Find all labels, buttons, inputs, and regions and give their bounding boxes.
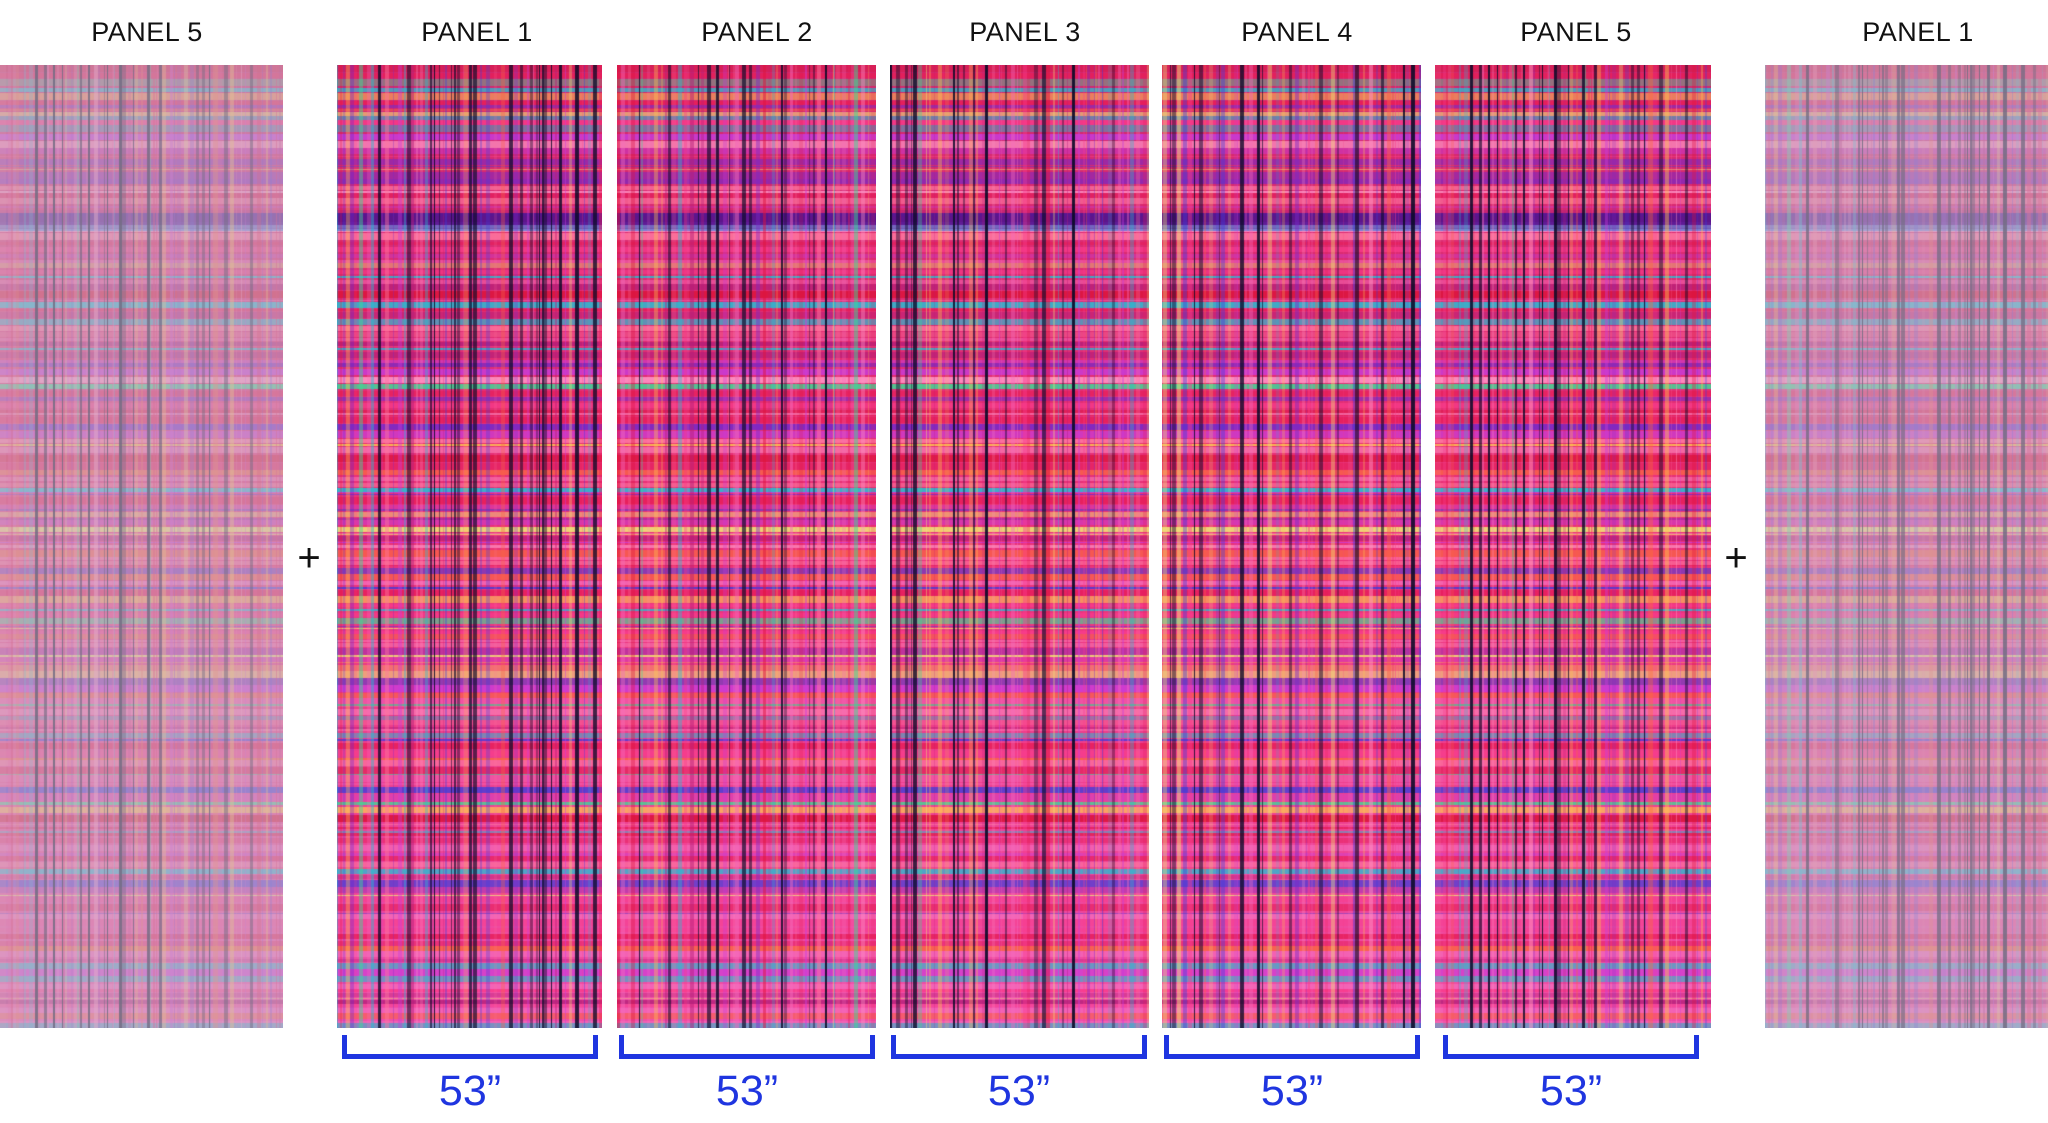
width-bracket-panel-1 xyxy=(342,1035,598,1059)
width-label-panel-1: 53” xyxy=(438,1067,502,1115)
panel-1 xyxy=(337,65,602,1028)
panel-1-right-preview xyxy=(1765,65,2048,1028)
width-bracket-panel-5 xyxy=(1443,1035,1699,1059)
panel-label-4: PANEL 4 xyxy=(1241,17,1353,47)
plus-sign-right: + xyxy=(1724,536,1748,580)
panel-label-5-left-preview: PANEL 5 xyxy=(91,17,203,47)
panel-label-1: PANEL 1 xyxy=(421,17,533,47)
width-label-panel-5: 53” xyxy=(1539,1067,1603,1115)
panel-5 xyxy=(1435,65,1711,1028)
width-bracket-panel-3 xyxy=(891,1035,1147,1059)
width-label-panel-3: 53” xyxy=(987,1067,1051,1115)
width-bracket-panel-2 xyxy=(619,1035,875,1059)
width-bracket-panel-4 xyxy=(1164,1035,1420,1059)
panel-2 xyxy=(617,65,876,1028)
panel-3 xyxy=(890,65,1149,1028)
panel-4 xyxy=(1162,65,1421,1028)
panel-label-3: PANEL 3 xyxy=(969,17,1081,47)
panel-label-5: PANEL 5 xyxy=(1520,17,1632,47)
panel-label-1-right-preview: PANEL 1 xyxy=(1862,17,1974,47)
width-label-panel-4: 53” xyxy=(1260,1067,1324,1115)
width-label-panel-2: 53” xyxy=(715,1067,779,1115)
panel-label-2: PANEL 2 xyxy=(701,17,813,47)
panel-5-left-preview xyxy=(0,65,283,1028)
plus-sign-left: + xyxy=(297,536,321,580)
